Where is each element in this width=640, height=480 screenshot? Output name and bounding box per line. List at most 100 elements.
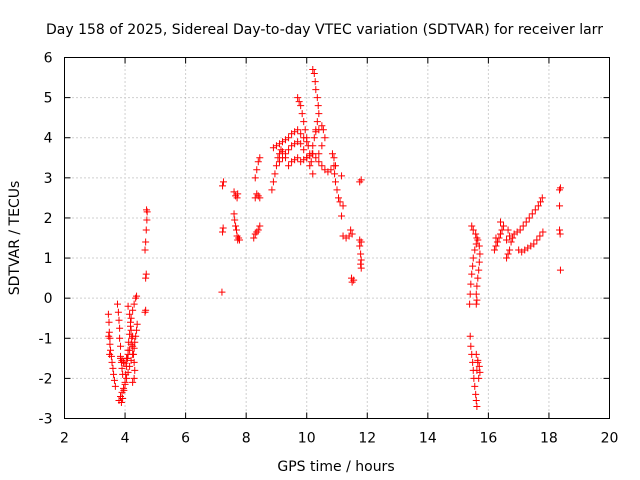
series-arc-8.4h — [250, 154, 264, 242]
data-point — [327, 166, 335, 174]
data-point — [142, 274, 150, 282]
data-point — [467, 280, 475, 288]
data-point — [105, 328, 113, 336]
data-point — [271, 170, 279, 178]
x-tick-label: 18 — [540, 431, 558, 447]
data-point — [473, 402, 481, 410]
data-point — [472, 300, 480, 308]
data-point — [233, 194, 241, 202]
data-point — [312, 86, 320, 94]
data-point — [127, 318, 135, 326]
data-point — [469, 262, 477, 270]
data-point — [300, 118, 308, 126]
data-point — [498, 226, 506, 234]
data-point — [492, 234, 500, 242]
data-point — [347, 226, 355, 234]
data-point — [328, 150, 336, 158]
data-point — [122, 370, 130, 378]
data-point — [469, 226, 477, 234]
data-point — [530, 240, 538, 248]
data-point — [556, 266, 564, 274]
data-point — [294, 126, 302, 134]
series-arc-7.7h — [230, 188, 244, 244]
data-point — [469, 254, 477, 262]
x-tick-label: 10 — [298, 431, 316, 447]
data-point — [311, 78, 319, 86]
data-point — [506, 232, 514, 240]
y-tick-label: 3 — [44, 171, 53, 187]
data-point — [336, 198, 344, 206]
data-point — [123, 374, 131, 382]
data-point — [126, 310, 134, 318]
data-point — [143, 206, 151, 214]
data-point — [234, 190, 242, 198]
data-point — [300, 146, 308, 154]
data-point — [275, 158, 283, 166]
data-point — [133, 292, 141, 300]
series-arc-4.0h — [117, 292, 141, 406]
data-point — [472, 230, 480, 238]
data-point — [348, 274, 356, 282]
series-arc-11.3h — [338, 172, 358, 286]
data-point — [534, 202, 542, 210]
data-point — [315, 110, 323, 118]
data-point — [111, 382, 119, 390]
series-arc-7.2h — [218, 178, 227, 296]
data-point — [236, 236, 244, 244]
data-point — [127, 340, 135, 348]
data-point — [232, 222, 240, 230]
data-point — [356, 242, 364, 250]
data-point — [319, 126, 327, 134]
data-point — [476, 250, 484, 258]
data-point — [123, 362, 131, 370]
y-tick-label: 6 — [44, 51, 53, 67]
y-tick-label: 0 — [44, 291, 53, 307]
chart-title: Day 158 of 2025, Sidereal Day-to-day VTE… — [46, 22, 603, 38]
data-point — [338, 172, 346, 180]
data-point — [318, 122, 326, 130]
data-point — [230, 210, 238, 218]
data-point — [338, 212, 346, 220]
data-point — [492, 242, 500, 250]
data-point — [506, 246, 514, 254]
data-point — [268, 186, 276, 194]
data-point — [357, 260, 365, 268]
data-points — [104, 66, 564, 410]
data-point — [539, 228, 547, 236]
data-point — [282, 150, 290, 158]
x-tick-label: 4 — [121, 431, 130, 447]
data-point — [556, 226, 564, 234]
data-point — [536, 198, 544, 206]
data-point — [309, 142, 317, 150]
x-tick-label: 12 — [358, 431, 376, 447]
data-point — [141, 246, 149, 254]
x-tick-label: 2 — [60, 431, 69, 447]
data-point — [131, 338, 139, 346]
gridlines — [64, 57, 610, 419]
data-point — [110, 370, 118, 378]
data-point — [129, 306, 137, 314]
data-point — [129, 332, 137, 340]
series-arc-4.7h — [141, 206, 151, 316]
data-point — [357, 238, 365, 246]
x-tick-label: 6 — [181, 431, 190, 447]
data-point — [474, 236, 482, 244]
data-point — [472, 350, 480, 358]
x-tick-label: 8 — [242, 431, 251, 447]
data-point — [230, 188, 238, 196]
axis-ticks — [64, 57, 610, 419]
data-point — [335, 194, 343, 202]
data-point — [251, 174, 259, 182]
series-arc-10.9h — [328, 150, 347, 210]
data-point — [474, 358, 482, 366]
data-point — [331, 170, 339, 178]
y-tick-label: 4 — [44, 131, 53, 147]
data-point — [466, 300, 474, 308]
data-point — [474, 274, 482, 282]
data-point — [475, 374, 483, 382]
data-point — [113, 300, 121, 308]
data-point — [531, 206, 539, 214]
data-point — [269, 178, 277, 186]
x-tick-labels: 2 4 6 8 10 12 14 16 18 20 — [60, 431, 618, 447]
